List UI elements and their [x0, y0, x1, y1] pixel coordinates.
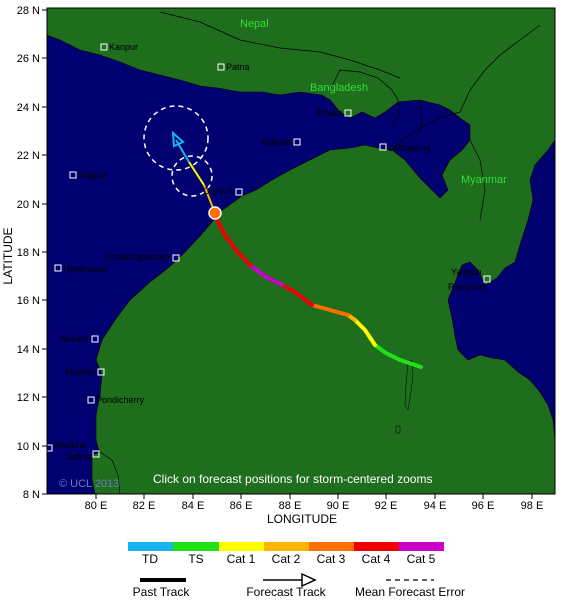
- copyright: © UCL 2013: [59, 478, 119, 490]
- legend-swatch-cat2: [264, 542, 309, 551]
- city-kanpur: Kanpur: [109, 42, 138, 52]
- city-nagpur: Nagpur: [78, 170, 108, 180]
- legend-label-td: TD: [142, 552, 158, 566]
- track-legend: Past Track Forecast Track Mean Forecast …: [133, 572, 465, 599]
- legend-label-cat3: Cat 3: [317, 552, 346, 566]
- lat-tick: 12 N: [17, 392, 40, 404]
- map-border: [46, 7, 556, 495]
- lon-tick: 80 E: [85, 500, 108, 512]
- city-vishakhapatnam: Vishakhapatnam: [103, 252, 170, 262]
- city-kolkata: Kolkata: [261, 137, 291, 147]
- lat-tick: 18 N: [17, 247, 40, 259]
- country-bangladesh: Bangladesh: [310, 82, 368, 94]
- lon-axis: 80 E 82 E 84 E 86 E 88 E 90 E 92 E 94 E …: [85, 494, 544, 512]
- forecast-track-label: Forecast Track: [246, 585, 326, 599]
- legend-swatch-cat4: [354, 542, 399, 551]
- lat-tick: 10 N: [17, 441, 40, 453]
- past-track-label: Past Track: [133, 585, 191, 599]
- lat-tick: 20 N: [17, 199, 40, 211]
- city-madurai: Madurai: [54, 440, 87, 450]
- legend-swatch-td: [128, 542, 173, 551]
- country-borders: [159, 11, 541, 221]
- y-axis-title: LATITUDE: [1, 227, 15, 284]
- city-cuttack: Cuttack: [203, 186, 234, 196]
- lon-tick: 86 E: [230, 500, 253, 512]
- category-legend: TD TS Cat 1 Cat 2 Cat 3 Cat 4 Cat 5: [128, 542, 444, 566]
- legend-label-cat2: Cat 2: [272, 552, 301, 566]
- city-dhaka: Dhaka: [317, 108, 343, 118]
- lon-tick: 96 E: [472, 500, 495, 512]
- lat-tick: 28 N: [17, 5, 40, 17]
- legend-label-cat4: Cat 4: [362, 552, 391, 566]
- country-myanmar: Myanmar: [461, 174, 507, 186]
- zoom-hint: Click on forecast positions for storm-ce…: [153, 472, 432, 486]
- legend-swatch-cat3: [309, 542, 354, 551]
- nicobar-island: [395, 425, 401, 434]
- city-yangon: Yangon: [451, 267, 481, 277]
- country-nepal: Nepal: [240, 18, 269, 30]
- forecast-error-circle-2: [143, 105, 209, 171]
- forecast-error-circle-1: [171, 155, 213, 197]
- mean-error-label: Mean Forecast Error: [355, 585, 465, 599]
- legend-swatch-cat1: [219, 542, 264, 551]
- forecast-arrow-icon: [301, 572, 317, 588]
- legend-label-cat5: Cat 5: [407, 552, 436, 566]
- lon-tick: 88 E: [279, 500, 302, 512]
- city-markers: [47, 43, 491, 458]
- city-rangoon: Rangoon: [448, 282, 485, 292]
- city-nellore: Nellore: [60, 334, 89, 344]
- lat-axis: 28 N 26 N 24 N 22 N 20 N 18 N 16 N 14 N …: [17, 5, 47, 501]
- lat-tick: 16 N: [17, 295, 40, 307]
- lon-tick: 92 E: [375, 500, 398, 512]
- lat-tick: 22 N: [17, 150, 40, 162]
- land-india: [47, 8, 555, 494]
- city-hyderabad: Hyderabad: [63, 264, 107, 274]
- lat-tick: 8 N: [23, 489, 40, 501]
- lon-tick: 82 E: [133, 500, 156, 512]
- current-storm-position[interactable]: [208, 206, 222, 220]
- lat-tick: 24 N: [17, 102, 40, 114]
- lon-tick: 94 E: [424, 500, 447, 512]
- city-jaffna: Jaffna: [66, 452, 90, 462]
- x-axis-title: LONGITUDE: [267, 512, 337, 526]
- legend-label-ts: TS: [188, 552, 203, 566]
- lon-tick: 98 E: [521, 500, 544, 512]
- lat-tick: 14 N: [17, 344, 40, 356]
- city-patna: Patna: [226, 62, 250, 72]
- forecast-end-marker[interactable]: [171, 130, 185, 148]
- past-track: [214, 216, 423, 369]
- city-chittagong: Chittagong: [387, 143, 431, 153]
- legend-label-cat1: Cat 1: [227, 552, 256, 566]
- legend-swatch-cat5: [399, 542, 444, 551]
- land-sri-lanka: [91, 451, 121, 494]
- lon-tick: 84 E: [182, 500, 205, 512]
- lon-tick: 90 E: [327, 500, 350, 512]
- legend-swatch-ts: [173, 542, 219, 551]
- city-pondicherry: Pondicherry: [96, 395, 145, 405]
- city-madras: Madras: [65, 367, 96, 377]
- lat-tick: 26 N: [17, 53, 40, 65]
